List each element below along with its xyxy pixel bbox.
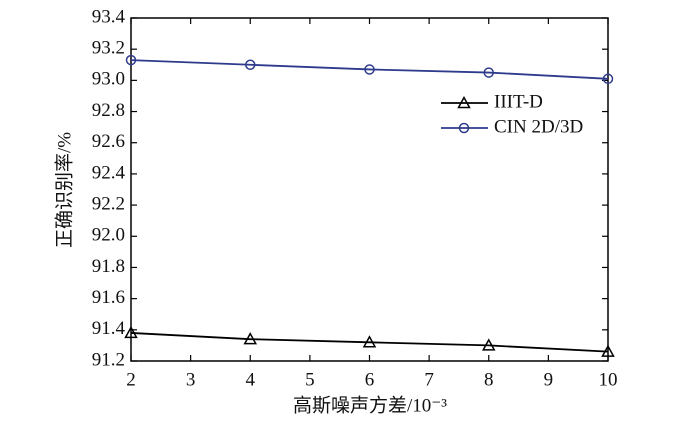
y-axis-label: 正确识别率/% [53,132,75,248]
y-tick-label: 91.2 [92,349,125,370]
x-tick-label: 6 [365,369,375,390]
x-tick-label: 3 [186,369,196,390]
x-tick-label: 9 [544,369,554,390]
x-tick-label: 7 [424,369,434,390]
data-point [124,325,138,339]
x-tick-label: 10 [599,369,618,390]
x-tick-label: 5 [305,369,315,390]
y-tick-label: 92.6 [92,131,125,152]
x-tick-label: 2 [126,369,136,390]
data-point [362,335,377,348]
data-point [602,73,614,85]
data-point [601,344,615,357]
x-axis-label: 高斯噪声方差/10⁻³ [293,394,447,416]
y-tick-label: 93.2 [92,38,125,59]
legend-marker [457,95,471,109]
data-point [245,59,256,71]
x-tick-label: 8 [484,369,494,390]
legend-marker [458,122,470,134]
y-tick-label: 91.4 [92,318,126,339]
y-tick-label: 93.4 [92,6,126,27]
y-tick-label: 92.8 [92,100,125,121]
y-tick-label: 92.4 [92,162,126,183]
data-point [481,338,496,351]
series-line [130,332,609,353]
data-point [483,67,494,78]
data-point [243,332,258,345]
data-point [364,64,375,75]
data-point [125,54,137,66]
legend-label: CIN 2D/3D [494,116,583,137]
y-tick-label: 92.0 [92,225,125,246]
y-tick-label: 91.6 [92,287,125,308]
legend-label: IIIT-D [494,91,543,112]
x-tick-label: 4 [246,369,256,390]
series-line [130,59,609,80]
y-tick-label: 91.8 [92,256,125,277]
y-tick-label: 93.0 [92,69,125,90]
y-tick-label: 92.2 [92,193,125,214]
